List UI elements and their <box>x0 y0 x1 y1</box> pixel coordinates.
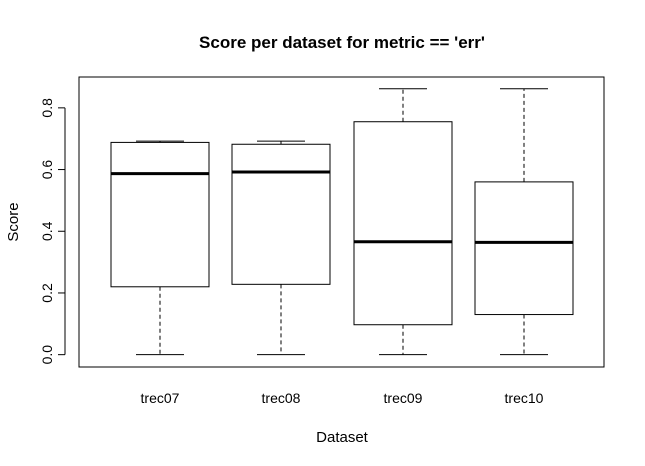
box-trec10 <box>474 88 574 356</box>
y-tick-label: 0.8 <box>39 98 55 118</box>
box-trec08 <box>231 140 331 356</box>
y-tick-label: 0.6 <box>39 160 55 180</box>
x-axis-label: Dataset <box>316 429 369 446</box>
chart-title: Score per dataset for metric == 'err' <box>199 33 485 52</box>
x-tick-label: trec08 <box>262 390 301 406</box>
y-tick-label: 0.2 <box>39 283 55 303</box>
box-trec09 <box>353 88 453 356</box>
iqr-box <box>353 121 453 326</box>
y-tick-label: 0.0 <box>39 345 55 365</box>
plot-frame <box>78 76 605 368</box>
y-axis-label: Score <box>5 202 22 241</box>
x-axis: trec07 trec08 trec09 trec10 <box>141 390 544 406</box>
iqr-box <box>110 141 210 288</box>
x-tick-label: trec07 <box>141 390 180 406</box>
boxes-group <box>110 88 574 356</box>
x-tick-label: trec10 <box>505 390 544 406</box>
iqr-box <box>231 143 331 285</box>
x-tick-label: trec09 <box>384 390 423 406</box>
box-trec07 <box>110 140 210 356</box>
y-axis: 0.0 0.2 0.4 0.6 0.8 <box>39 98 66 365</box>
iqr-box <box>474 181 574 316</box>
y-tick-label: 0.4 <box>39 221 55 241</box>
